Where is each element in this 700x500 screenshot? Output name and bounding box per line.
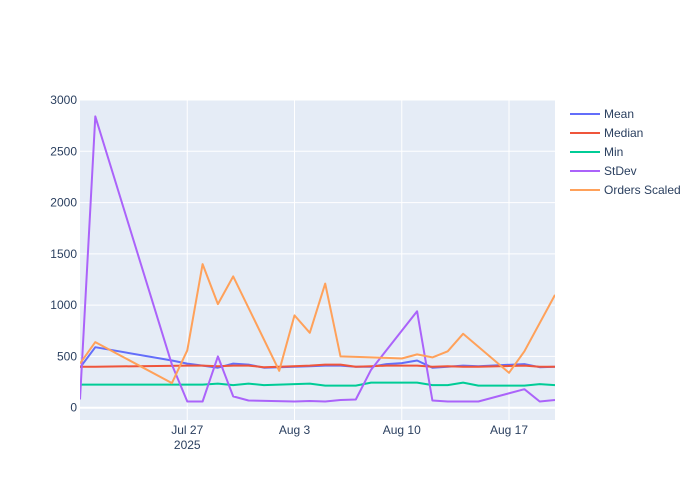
legend-label: StDev (604, 164, 637, 178)
series-line-orders-scaled (80, 263, 555, 385)
legend-item-min[interactable]: Min (570, 145, 623, 159)
series-lines (80, 115, 555, 403)
y-tick-label: 2500 (50, 144, 77, 158)
legend-item-orders-scaled[interactable]: Orders Scaled (570, 183, 681, 197)
legend-label: Min (604, 145, 623, 159)
legend-label: Median (604, 126, 643, 140)
x-tick-label: Aug 3 (279, 423, 311, 437)
x-tick-label: Aug 17 (490, 423, 528, 437)
y-tick-label: 0 (70, 401, 77, 415)
x-tick-sublabel: 2025 (174, 438, 201, 452)
legend[interactable]: Mean Median Min StDev Orders Scaled (570, 107, 681, 197)
y-tick-label: 1500 (50, 247, 77, 261)
series-line-min (80, 381, 555, 387)
legend-label: Orders Scaled (604, 183, 681, 197)
y-tick-label: 1000 (50, 298, 77, 312)
series-line-stdev (80, 115, 555, 403)
y-tick-label: 500 (57, 349, 77, 363)
x-tick-label: Jul 27 (171, 423, 203, 437)
legend-label: Mean (604, 107, 634, 121)
legend-item-median[interactable]: Median (570, 126, 643, 140)
x-tick-label: Aug 10 (383, 423, 421, 437)
legend-item-stdev[interactable]: StDev (570, 164, 637, 178)
y-tick-label: 2000 (50, 196, 77, 210)
legend-item-mean[interactable]: Mean (570, 107, 634, 121)
y-tick-label: 3000 (50, 93, 77, 107)
